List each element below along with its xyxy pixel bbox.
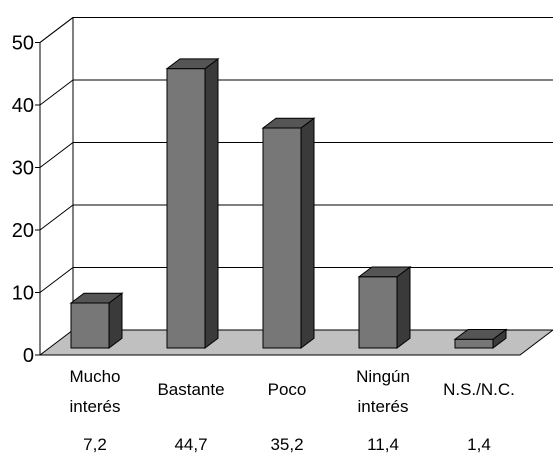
category-label: interés [357, 397, 408, 416]
bar-side [396, 266, 411, 349]
value-labels: 7,2 44,7 35,2 11,4 1,4 [83, 435, 491, 454]
category-labels: Mucho interés Bastante Poco Ningún interés N.S… [69, 367, 514, 416]
y-tick-label: 50 [12, 33, 34, 55]
y-tick-label: 20 [12, 220, 34, 242]
y-tick-label: 30 [12, 158, 34, 180]
y-axis: 0 10 20 30 40 50 [12, 33, 41, 367]
bar-top [357, 266, 412, 278]
category-label: interés [69, 397, 120, 416]
category-label: Poco [268, 380, 307, 399]
y-tick-label: 10 [12, 283, 34, 305]
data-label: 1,4 [467, 435, 491, 454]
category-label: Mucho [69, 367, 120, 386]
bar [262, 127, 302, 349]
data-label: 44,7 [174, 435, 207, 454]
gridline [39, 17, 553, 43]
gridline [39, 204, 553, 231]
category-label: N.S./N.C. [443, 380, 515, 399]
bar [166, 68, 206, 349]
data-label: 35,2 [270, 435, 303, 454]
bar [454, 338, 494, 349]
category-label: Bastante [157, 380, 224, 399]
bar [70, 302, 110, 349]
bar [358, 276, 398, 349]
data-label: 11,4 [367, 435, 399, 454]
bar-top [69, 292, 124, 304]
bar-top [261, 117, 316, 129]
bar-top [453, 329, 508, 340]
data-label: 7,2 [83, 435, 107, 454]
y-tick-label: 40 [12, 95, 34, 117]
bar-top [165, 58, 220, 70]
bar-side [300, 117, 315, 349]
y-tick-label: 0 [23, 345, 34, 367]
gridline [39, 142, 553, 168]
bar-side [204, 57, 219, 349]
bars [69, 57, 508, 349]
category-label: Ningún [356, 367, 410, 386]
gridline [39, 79, 553, 106]
